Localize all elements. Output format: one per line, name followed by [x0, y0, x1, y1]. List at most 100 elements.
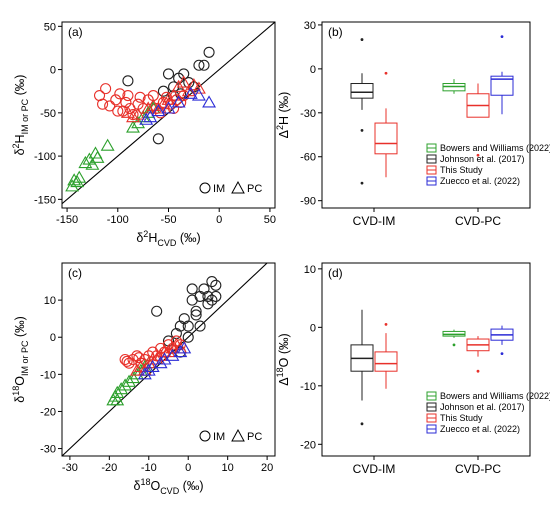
y-tick-label: 0 [310, 322, 316, 334]
label-part: O [13, 376, 27, 386]
panel-label: (c) [68, 266, 82, 280]
category-label: CVD-PC [455, 462, 501, 476]
label-part: Δ [277, 377, 291, 385]
data-point-circle [104, 100, 116, 112]
data-point-circle [152, 133, 164, 145]
data-point-circle [203, 46, 215, 58]
box-outlier [360, 422, 364, 426]
data-point-circle [119, 353, 131, 366]
y-axis-label: Δ18O (‰) [275, 333, 291, 385]
y-tick-label: -20 [300, 439, 316, 451]
data-point-circle [174, 320, 186, 332]
data-point-triangle [151, 101, 166, 114]
data-point-triangle [191, 88, 206, 101]
y-tick-label: -30 [300, 108, 316, 120]
label-part: δ [13, 148, 27, 155]
data-point-triangle [120, 105, 135, 118]
legend-triangle-symbol [231, 428, 245, 442]
box-outlier [500, 352, 504, 356]
data-point-triangle [65, 179, 80, 192]
data-point-circle [151, 305, 163, 317]
data-point-circle [133, 352, 145, 364]
y-axis-label: δ18OIM or PC (‰) [11, 316, 30, 403]
data-point-circle [121, 355, 133, 367]
data-point-triangle [176, 75, 191, 88]
category-label: CVD-PC [455, 214, 501, 228]
data-point-triangle [126, 120, 140, 133]
label-part: 18 [275, 367, 285, 377]
legend-label-im: IM [213, 431, 225, 443]
label-part: O [150, 479, 160, 493]
legend-label: Johnson et al. (2017) [440, 154, 525, 164]
y-tick-label: 0 [310, 64, 316, 76]
y-tick-label: -10 [300, 381, 316, 393]
box-outlier [360, 128, 364, 132]
label-part: (‰) [277, 92, 291, 116]
box-outlier [500, 35, 504, 39]
x-tick-label: -20 [101, 462, 117, 474]
data-point-triangle [171, 79, 186, 92]
data-point-circle [134, 91, 146, 103]
panel-label: (a) [68, 25, 83, 39]
data-point-triangle [161, 101, 176, 114]
x-tick-label: -150 [56, 214, 78, 226]
data-point-triangle [126, 370, 140, 384]
label-part: CVD [157, 238, 177, 248]
data-point-circle [114, 88, 126, 100]
y-tick-label: 10 [304, 264, 316, 276]
label-part: H [13, 134, 27, 143]
y-tick-label: 30 [304, 20, 316, 32]
legend-triangle-symbol [231, 180, 245, 194]
data-point-triangle [139, 112, 154, 125]
y-tick-label: -90 [300, 196, 316, 208]
data-point-triangle [118, 378, 133, 391]
data-point-circle [186, 294, 198, 306]
data-point-circle [182, 320, 194, 332]
data-point-circle [112, 105, 124, 117]
legend-label: Zuecco et al. (2022) [440, 424, 520, 434]
x-tick-label: 0 [185, 462, 191, 474]
label-part: δ [133, 479, 140, 493]
data-point-circle [198, 59, 210, 71]
data-point-triangle [67, 173, 82, 186]
data-point-circle [194, 320, 206, 332]
legend-label-pc: PC [247, 183, 262, 195]
label-part: H [148, 231, 157, 245]
data-point-triangle [151, 103, 166, 117]
label-part: (‰) [176, 231, 200, 245]
plot-frame [321, 262, 531, 457]
data-point-triangle [85, 157, 100, 170]
y-tick-label: -100 [34, 151, 56, 163]
plot-frame [321, 21, 531, 209]
data-point-circle [122, 89, 134, 102]
box-outlier [360, 181, 364, 185]
label-part: 2 [275, 125, 285, 130]
box-outlier [476, 153, 480, 157]
data-point-circle [190, 309, 202, 321]
data-point-circle [194, 290, 206, 302]
legend-label-pc: PC [247, 431, 262, 443]
data-point-circle [210, 290, 222, 302]
label-part: IM or PC [20, 340, 30, 376]
category-label: CVD-IM [353, 214, 396, 228]
data-point-triangle [100, 138, 115, 151]
legend-label: Zuecco et al. (2022) [440, 176, 520, 186]
data-point-triangle [78, 155, 93, 169]
box-outlier [452, 343, 456, 347]
panel-label: (d) [328, 266, 343, 280]
data-point-circle [206, 276, 218, 288]
x-tick-label: -10 [141, 462, 157, 474]
box-iqr [374, 122, 398, 155]
y-tick-label: 10 [44, 295, 56, 307]
legend-circle-symbol [199, 182, 211, 194]
label-part: δ [13, 396, 27, 403]
y-tick-label: -20 [40, 406, 56, 418]
y-tick-label: -30 [40, 444, 56, 456]
y-tick-label: -50 [40, 108, 56, 120]
data-point-triangle [171, 95, 186, 108]
data-point-circle [157, 85, 169, 97]
data-point-circle [198, 283, 210, 295]
box-panel-b: 30 0 -30 -60 -90 CVD-IM CVD-PC (b) Bowers and Wi… [275, 20, 550, 228]
label-part: H [277, 116, 291, 125]
